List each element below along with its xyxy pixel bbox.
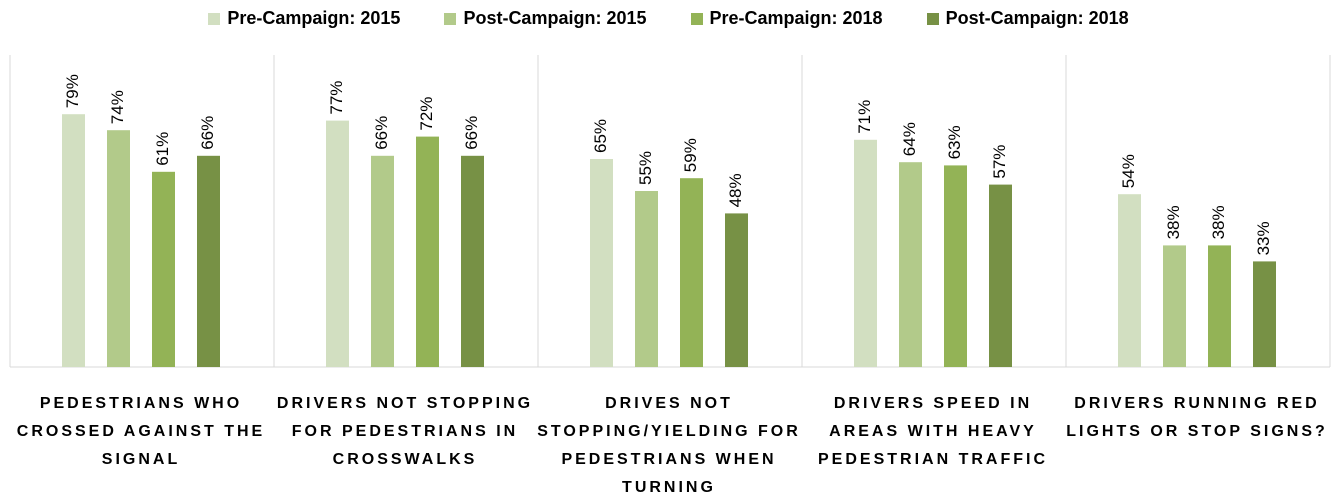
bar [371,155,394,367]
bar [416,136,439,367]
data-label: 55% [636,151,655,185]
data-label: 66% [462,116,481,150]
bar [680,178,703,367]
legend: Pre-Campaign: 2015 Post-Campaign: 2015 Pre… [0,8,1337,29]
data-label: 74% [108,90,127,124]
bar [326,120,349,367]
legend-swatch [926,12,939,25]
legend-label: Pre-Campaign: 2018 [709,8,883,28]
legend-item: Post-Campaign: 2015 [444,8,647,29]
bar [1208,245,1231,367]
data-label: 66% [372,116,391,150]
legend-item: Pre-Campaign: 2018 [690,8,883,29]
bar [1253,261,1276,367]
bar [197,155,220,367]
legend-swatch [208,12,221,25]
bar [1118,194,1141,367]
data-label: 66% [198,116,217,150]
data-label: 57% [990,145,1009,179]
bar [854,139,877,367]
x-tick-label: DRIVERS RUNNING RED LIGHTS OR STOP SIGNS… [1066,395,1328,440]
data-label: 64% [900,122,919,156]
x-tick-label: DRIVERS NOT STOPPING FOR PEDESTRIANS IN … [276,395,534,468]
bar [899,162,922,367]
data-label: 79% [63,74,82,108]
data-label: 54% [1119,154,1138,188]
bar [461,155,484,367]
legend-label: Post-Campaign: 2018 [945,8,1129,28]
legend-swatch [444,12,457,25]
bar [989,184,1012,367]
bar [590,159,613,367]
legend-swatch [690,12,703,25]
x-tick-label: PEDESTRIANS WHO CROSSED AGAINST THE SIGN… [16,395,266,468]
bar [725,213,748,367]
bar [944,165,967,367]
legend-item: Pre-Campaign: 2015 [208,8,400,29]
bar [107,130,130,367]
data-label: 61% [153,132,172,166]
data-label: 33% [1254,221,1273,255]
data-label: 71% [855,100,874,134]
bar [635,191,658,367]
data-label: 63% [945,125,964,159]
data-label: 65% [591,119,610,153]
x-tick-label: DRIVERS SPEED IN AREAS WITH HEAVY PEDEST… [818,395,1048,468]
data-label: 59% [681,138,700,172]
data-label: 72% [417,97,436,131]
x-tick-label: DRIVES NOT STOPPING/YIELDING FOR PEDESTR… [537,395,801,496]
legend-label: Pre-Campaign: 2015 [227,8,401,28]
data-label: 38% [1209,205,1228,239]
legend-label: Post-Campaign: 2015 [463,8,647,28]
bar [1163,245,1186,367]
data-label: 48% [726,173,745,207]
data-label: 38% [1164,205,1183,239]
bar [62,114,85,367]
legend-item: Post-Campaign: 2018 [926,8,1129,29]
bar [152,171,175,367]
data-label: 77% [327,81,346,115]
